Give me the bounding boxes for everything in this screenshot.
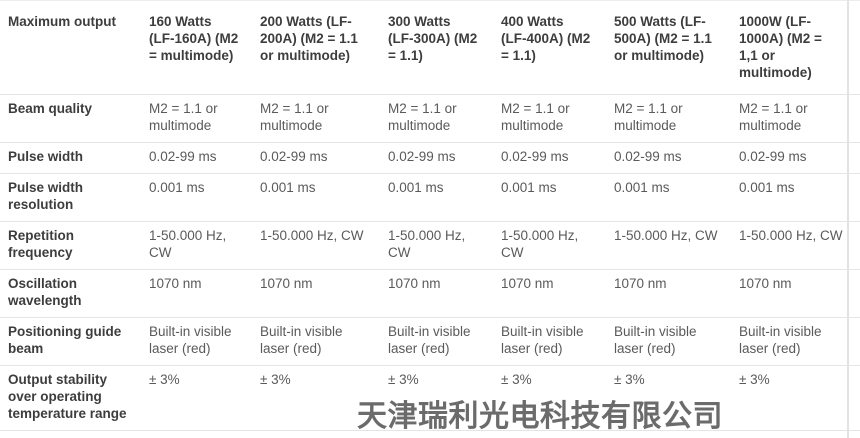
spec-value-cell: Built-in visible laser (red) <box>149 317 260 366</box>
spec-value-cell: 1-50.000 Hz, CW <box>614 221 739 270</box>
spec-value-cell: 1-50.000 Hz, CW <box>149 221 260 270</box>
table-row-repetition-frequency: Repetition frequency 1-50.000 Hz, CW 1-5… <box>0 221 860 270</box>
spec-value-cell: ± 3% <box>739 365 860 431</box>
column-header-cell: 160 Watts (LF-160A) (M2 = multimode) <box>149 0 260 95</box>
row-header-cell: Oscillation wavelength <box>0 269 149 318</box>
table-row-oscillation-wavelength: Oscillation wavelength 1070 nm 1070 nm 1… <box>0 269 860 318</box>
spec-value-cell: 0.02-99 ms <box>739 142 860 174</box>
spec-value-cell: ± 3% <box>149 365 260 431</box>
column-header-cell: 400 Watts (LF-400A) (M2 = 1.1) <box>501 0 614 95</box>
spec-value-cell: 0.02-99 ms <box>260 142 388 174</box>
spec-value-cell: ± 3% <box>614 365 739 431</box>
spec-value-cell: 0.001 ms <box>260 173 388 222</box>
spec-value-cell: 1070 nm <box>614 269 739 318</box>
spec-value-cell: Built-in visible laser (red) <box>260 317 388 366</box>
spec-value-cell: ± 3% <box>501 365 614 431</box>
spec-value-cell: 0.02-99 ms <box>149 142 260 174</box>
spec-value-cell: 0.02-99 ms <box>388 142 501 174</box>
column-header-cell: 200 Watts (LF- 200A) (M2 = 1.1 or multim… <box>260 0 388 95</box>
row-header-cell: Pulse width resolution <box>0 173 149 222</box>
spec-value-cell: Built-in visible laser (red) <box>501 317 614 366</box>
spec-value-cell: 1-50.000 Hz, CW <box>501 221 614 270</box>
spec-value-cell: M2 = 1.1 or multimode <box>260 94 388 143</box>
spec-value-cell: 0.001 ms <box>739 173 860 222</box>
spec-value-cell: 1070 nm <box>501 269 614 318</box>
spec-value-cell: 1070 nm <box>388 269 501 318</box>
spec-value-cell: M2 = 1.1 or multimode <box>388 94 501 143</box>
spec-value-cell: M2 = 1.1 or multimode <box>149 94 260 143</box>
column-header-cell: 1000W (LF- 1000A) (M2 = 1,1 or multimode… <box>739 0 860 95</box>
row-header-cell: Positioning guide beam <box>0 317 149 366</box>
spec-value-cell: M2 = 1.1 or multimode <box>501 94 614 143</box>
spec-value-cell: 1070 nm <box>739 269 860 318</box>
spec-value-cell: 0.001 ms <box>388 173 501 222</box>
row-header-cell: Beam quality <box>0 94 149 143</box>
right-edge-divider <box>847 0 849 438</box>
spec-value-cell: 0.001 ms <box>149 173 260 222</box>
spec-value-cell: 0.02-99 ms <box>614 142 739 174</box>
table-row-maximum-output: Maximum output 160 Watts (LF-160A) (M2 =… <box>0 0 860 95</box>
spec-value-cell: 1-50.000 Hz, CW <box>388 221 501 270</box>
spec-value-cell: 1-50.000 Hz, CW <box>260 221 388 270</box>
table-row-pulse-width-resolution: Pulse width resolution 0.001 ms 0.001 ms… <box>0 173 860 222</box>
spec-value-cell: Built-in visible laser (red) <box>739 317 860 366</box>
table-row-positioning-guide-beam: Positioning guide beam Built-in visible … <box>0 317 860 366</box>
row-header-cell: Repetition frequency <box>0 221 149 270</box>
row-header-cell: Output stability over operating temperat… <box>0 365 149 431</box>
spec-value-cell: M2 = 1.1 or multimode <box>614 94 739 143</box>
spec-value-cell: 0.02-99 ms <box>501 142 614 174</box>
table-row-pulse-width: Pulse width 0.02-99 ms 0.02-99 ms 0.02-9… <box>0 142 860 174</box>
spec-value-cell: 0.001 ms <box>614 173 739 222</box>
row-header-cell: Pulse width <box>0 142 149 174</box>
spec-value-cell: ± 3% <box>388 365 501 431</box>
column-header-cell: 300 Watts (LF-300A) (M2 = 1.1) <box>388 0 501 95</box>
spec-value-cell: 1070 nm <box>149 269 260 318</box>
spec-value-cell: 1070 nm <box>260 269 388 318</box>
table-row-beam-quality: Beam quality M2 = 1.1 or multimode M2 = … <box>0 94 860 143</box>
row-header-cell: Maximum output <box>0 0 149 95</box>
table-row-output-stability: Output stability over operating temperat… <box>0 365 860 431</box>
spec-value-cell: Built-in visible laser (red) <box>614 317 739 366</box>
column-header-cell: 500 Watts (LF- 500A) (M2 = 1.1 or multim… <box>614 0 739 95</box>
spec-value-cell: 1-50.000 Hz, CW <box>739 221 860 270</box>
spec-value-cell: Built-in visible laser (red) <box>388 317 501 366</box>
spec-value-cell: ± 3% <box>260 365 388 431</box>
spec-value-cell: M2 = 1.1 or multimode <box>739 94 860 143</box>
spec-value-cell: 0.001 ms <box>501 173 614 222</box>
